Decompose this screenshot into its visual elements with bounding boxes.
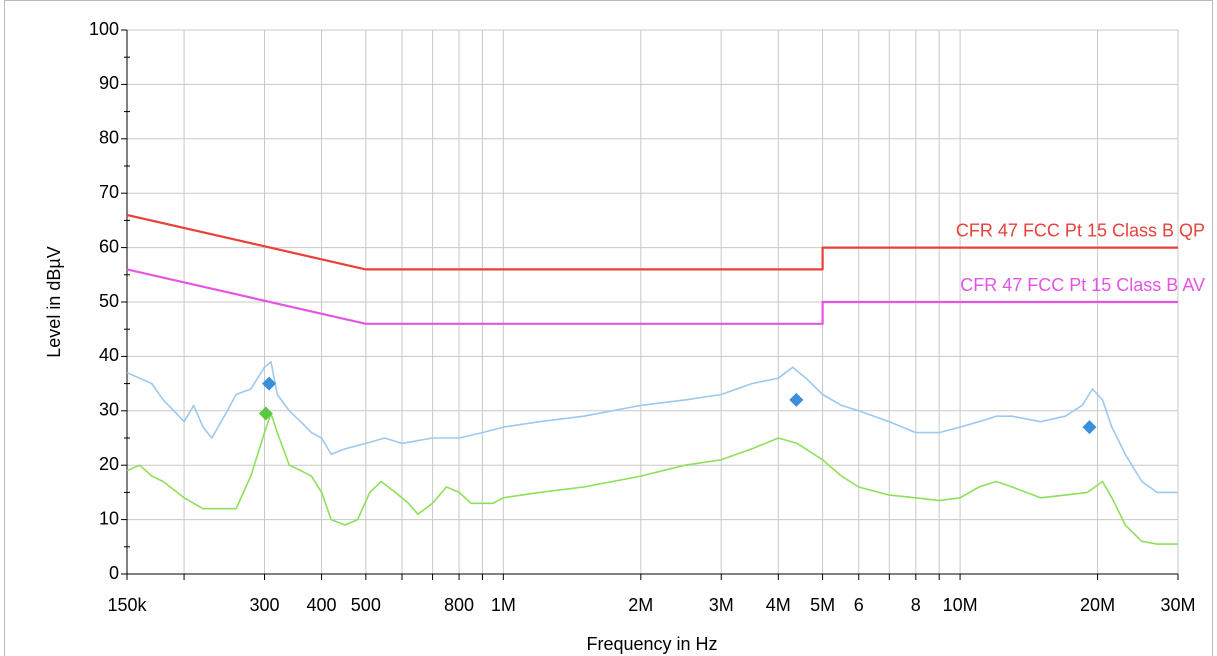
marker	[1082, 420, 1097, 435]
trace-line	[126, 412, 1178, 545]
limit-line	[126, 213, 1178, 271]
x-tick-label: 150k	[107, 595, 147, 615]
y-tick-label: 80	[99, 128, 119, 148]
x-tick-label: 8	[911, 595, 921, 615]
y-tick-label: 90	[99, 73, 119, 93]
x-tick-label: 1M	[491, 595, 516, 615]
y-axis-title: Level in dBµV	[44, 246, 64, 357]
frame	[4, 0, 1213, 656]
x-tick-label: 400	[307, 595, 337, 615]
x-tick-label: 800	[444, 595, 474, 615]
y-tick-label: 60	[99, 236, 119, 256]
y-tick-label: 40	[99, 345, 119, 365]
y-tick-label: 0	[109, 563, 119, 583]
x-tick-label: 2M	[628, 595, 653, 615]
marker	[789, 392, 804, 407]
x-tick-label: 4M	[766, 595, 791, 615]
limit-label: CFR 47 FCC Pt 15 Class B QP	[956, 220, 1205, 240]
marker	[258, 406, 273, 421]
x-axis-title: Frequency in Hz	[586, 634, 717, 654]
x-tick-label: 3M	[709, 595, 734, 615]
y-tick-label: 100	[89, 19, 119, 39]
y-tick-label: 30	[99, 400, 119, 420]
marker	[262, 376, 277, 391]
x-tick-label: 500	[351, 595, 381, 615]
limit-line	[126, 268, 1178, 325]
x-tick-label: 30M	[1160, 595, 1195, 615]
y-tick-label: 20	[99, 454, 119, 474]
y-tick-label: 10	[99, 508, 119, 528]
x-tick-label: 20M	[1080, 595, 1115, 615]
x-tick-label: 10M	[943, 595, 978, 615]
limit-label: CFR 47 FCC Pt 15 Class B AV	[960, 275, 1205, 295]
x-tick-label: 6	[854, 595, 864, 615]
x-tick-label: 5M	[810, 595, 835, 615]
trace-line	[126, 361, 1178, 494]
y-tick-label: 50	[99, 291, 119, 311]
x-tick-label: 300	[249, 595, 279, 615]
y-tick-label: 70	[99, 182, 119, 202]
